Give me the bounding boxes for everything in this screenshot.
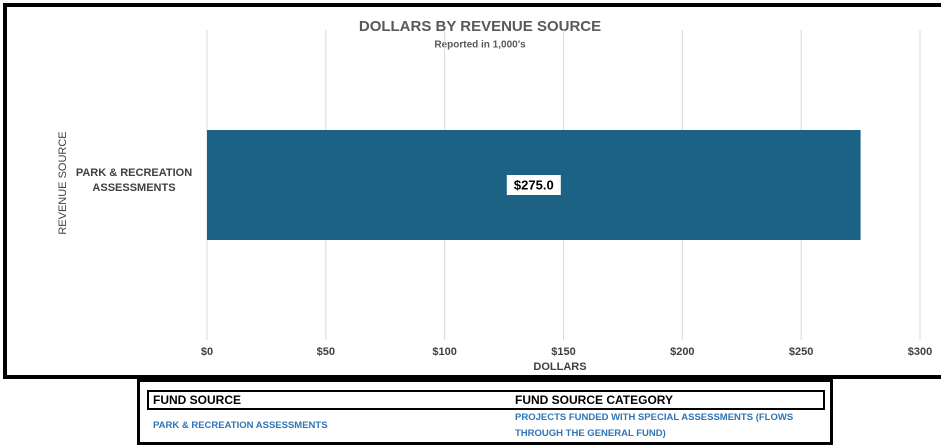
table-cell: PROJECTS FUNDED WITH SPECIAL ASSESSMENTS… (515, 412, 794, 439)
data-label-box (506, 175, 561, 195)
x-tick-label: $0 (201, 346, 213, 358)
x-tick-label: $250 (789, 346, 813, 358)
header-cell: FUND SOURCE CATEGORY (515, 393, 674, 407)
x-tick-label: $150 (551, 346, 575, 358)
table-cell: PARK & RECREATION ASSESSMENTS (153, 420, 328, 431)
x-tick-label: $200 (670, 346, 694, 358)
chart-subtitle: Reported in 1,000's (434, 40, 526, 51)
chart-title: DOLLARS BY REVENUE SOURCE (359, 18, 601, 35)
x-tick-label: $100 (432, 346, 456, 358)
x-tick-label: $300 (908, 346, 932, 358)
y-axis-label: REVENUE SOURCE (57, 131, 69, 234)
x-axis-label: DOLLARS (533, 361, 586, 373)
table-header: FUND SOURCE FUND SOURCE CATEGORY (147, 390, 825, 410)
x-tick-label: $50 (317, 346, 335, 358)
fund-table: FUND SOURCE FUND SOURCE CATEGORY PARK & … (137, 379, 833, 445)
data-label: $275.0 (514, 177, 554, 192)
header-cell: FUND SOURCE (153, 393, 242, 407)
category-label: PARK & RECREATION ASSESSMENTS (75, 167, 193, 194)
